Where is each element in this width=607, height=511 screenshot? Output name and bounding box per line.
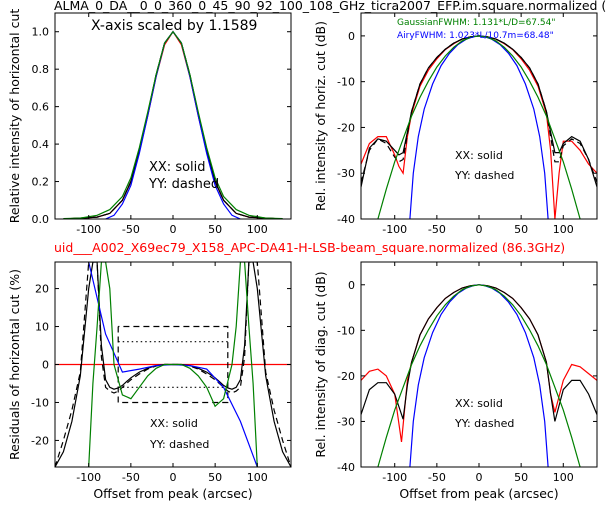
x-tick-label: -100	[382, 471, 407, 484]
x-tick-label: -100	[76, 471, 101, 484]
y-tick-label: 0.4	[32, 138, 50, 151]
annotation-text: GaussianFWHM: 1.131*L/D=67.54"	[397, 18, 555, 28]
y-tick-label: -10	[337, 324, 355, 337]
x-tick-label: 100	[247, 471, 268, 484]
y-tick-label: 0.0	[32, 213, 50, 226]
x-tick-label: 50	[514, 223, 528, 236]
figure-subtitle: uid___A002_X69ec79_X158_APC-DA41-H-LSB-b…	[54, 240, 565, 255]
series-line-black-solid	[361, 35, 597, 188]
y-tick-label: 20	[35, 283, 49, 296]
x-axis-label: Offset from peak (arcsec)	[399, 486, 558, 501]
x-tick-label: -50	[122, 223, 140, 236]
x-tick-label: -100	[76, 223, 101, 236]
y-tick-label: -10	[31, 396, 49, 409]
y-tick-label: -20	[31, 434, 49, 447]
series-group	[361, 35, 597, 219]
annotation-text: XX: solid	[149, 160, 206, 175]
y-tick-label: 0.2	[32, 176, 50, 189]
y-tick-label: -10	[337, 76, 355, 89]
x-tick-label: -100	[382, 223, 407, 236]
y-tick-label: 0	[348, 30, 355, 43]
y-tick-label: -30	[337, 167, 355, 180]
annotation-text: X-axis scaled by 1.1589	[91, 18, 257, 34]
y-tick-label: -20	[337, 121, 355, 134]
x-tick-label: 0	[170, 471, 177, 484]
series-line-blue-solid	[409, 35, 549, 219]
x-tick-label: 100	[247, 223, 268, 236]
x-tick-label: 50	[208, 223, 222, 236]
x-tick-label: 0	[476, 471, 483, 484]
y-tick-label: 1.0	[32, 26, 50, 39]
y-axis-label: Rel. intensity of diag. cut (dB)	[313, 271, 328, 457]
x-tick-label: -50	[122, 471, 140, 484]
y-axis-label: Rel. intensity of horiz. cut (dB)	[313, 21, 328, 211]
series-line-green-solid	[377, 284, 581, 467]
x-tick-label: 0	[170, 223, 177, 236]
x-tick-label: 0	[476, 223, 483, 236]
y-tick-label: 0.8	[32, 63, 50, 76]
series-line-green-solid	[63, 30, 283, 219]
x-tick-label: 100	[553, 471, 574, 484]
x-tick-label: -50	[428, 471, 446, 484]
series-line-red-solid	[361, 35, 597, 219]
y-tick-label: -40	[337, 461, 355, 474]
y-axis-label: Residuals of horizontal cut (%)	[7, 269, 22, 460]
x-tick-label: 100	[553, 223, 574, 236]
x-tick-label: -50	[428, 223, 446, 236]
annotation-text: XX: solid	[455, 149, 503, 162]
annotation-text: AiryFWHM: 1.023*L/10.7m=68.48"	[397, 31, 554, 41]
y-axis-label: Relative intensity of horizontal cut	[7, 9, 22, 224]
x-tick-label: 50	[208, 471, 222, 484]
y-tick-label: -20	[337, 370, 355, 383]
y-tick-label: 0	[42, 359, 49, 372]
y-tick-label: 0	[348, 279, 355, 292]
series-line-black-dashed	[117, 325, 229, 404]
series-line-green-solid	[88, 262, 258, 467]
y-tick-label: 10	[35, 321, 49, 334]
series-line-blue-solid	[409, 284, 549, 467]
series-group	[55, 262, 291, 467]
y-tick-label: -40	[337, 213, 355, 226]
plot-frame	[360, 261, 598, 468]
series-group	[63, 30, 283, 219]
annotation-text: YY: dashed	[454, 169, 514, 182]
annotation-text: YY: dashed	[454, 417, 514, 430]
subplot-tr: -100 -50 0 50 100 0 -10 -20 -30 -40 Rel. intensity…	[313, 12, 598, 236]
subplot-tl: -100 -50 0 50 100 0.0 0.2 0.4 0.6 0.8 1.0 Relative …	[7, 9, 292, 236]
annotation-text: XX: solid	[150, 417, 198, 430]
series-line-green-solid	[377, 35, 581, 219]
series-group	[361, 284, 597, 467]
figure-title: ALMA_0_DA__0_0_360_0_45_90_92_100_108_GH…	[54, 0, 606, 13]
x-axis-label: Offset from peak (arcsec)	[93, 486, 252, 501]
x-tick-label: 50	[514, 471, 528, 484]
subplot-br: -100 -50 0 50 100 0 -10 -20 -30 -40 Rel. intensity…	[313, 261, 598, 501]
annotation-text: YY: dashed	[148, 177, 219, 192]
annotation-text: YY: dashed	[149, 438, 209, 451]
y-tick-label: -30	[337, 415, 355, 428]
plot-frame	[360, 12, 598, 220]
annotation-text: XX: solid	[455, 397, 503, 410]
y-tick-label: 0.6	[32, 101, 50, 114]
